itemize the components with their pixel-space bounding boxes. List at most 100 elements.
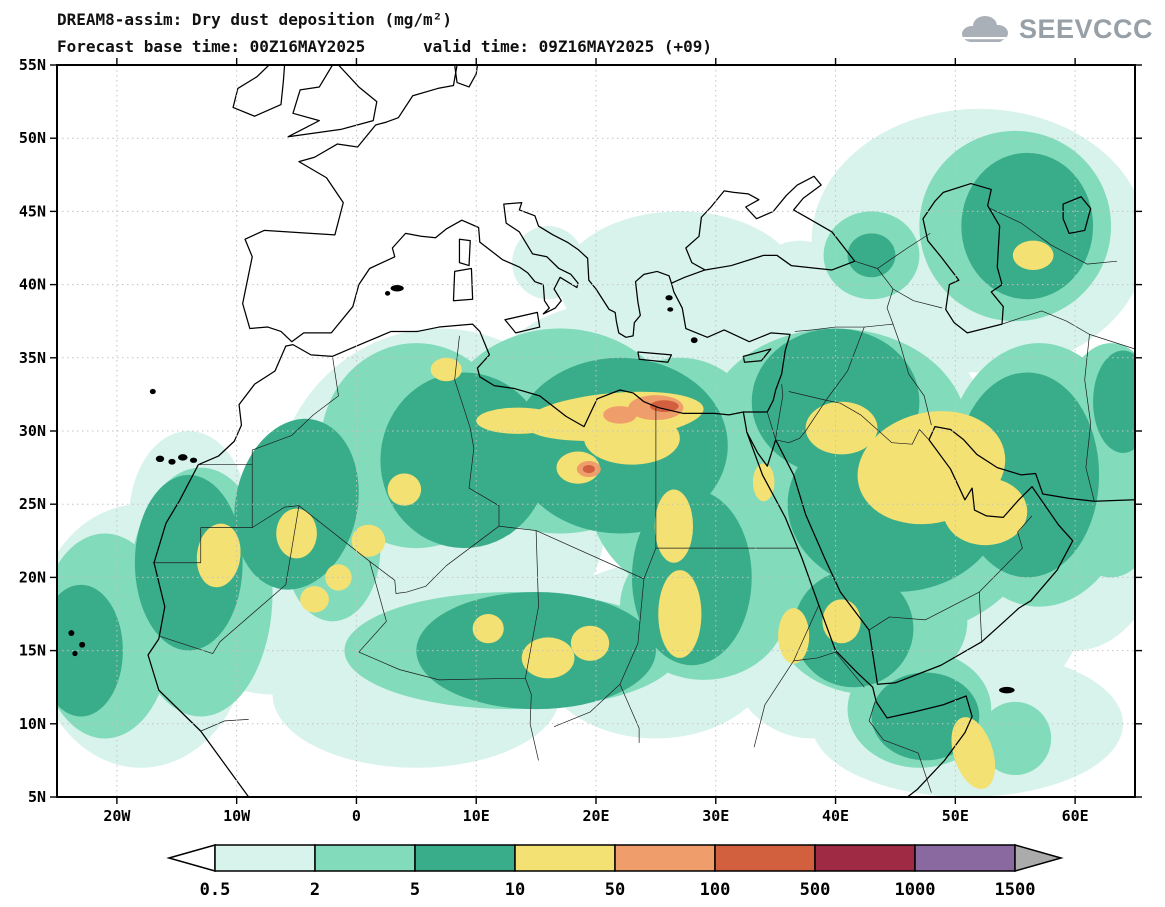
island-chios	[667, 307, 674, 312]
colorbar-bin	[214, 844, 316, 872]
lat-axis-label: 5N	[28, 788, 46, 806]
title-block: DREAM8-assim: Dry dust deposition (mg/m²…	[57, 6, 712, 60]
lon-axis-label: 40E	[822, 807, 849, 825]
grid-layer	[50, 58, 1142, 804]
coastline-sinai	[747, 432, 776, 466]
coastline-denmark	[455, 65, 478, 87]
map-frame	[56, 64, 1136, 798]
lat-axis-label: 20N	[19, 568, 46, 586]
colorbar-label: 1500	[995, 880, 1036, 900]
colorbar-below-arrow	[166, 844, 216, 872]
lat-axis-label: 50N	[19, 129, 46, 147]
lat-axis-label: 55N	[19, 56, 46, 74]
island-majorca	[390, 285, 404, 292]
colorbar-label: 0.5	[200, 880, 231, 900]
colorbar-label: 2	[310, 880, 320, 900]
axis-labels: 20W 10W 0 10E 20E 30E 40E 50E 60E 55N 50N 45N 40N 35N…	[19, 56, 1089, 825]
lon-axis-label: 50E	[942, 807, 969, 825]
island-ibiza	[384, 291, 391, 296]
border-ethiopia-somalia	[869, 702, 931, 793]
border-iran-iraq	[893, 324, 931, 425]
coastline-africa-west	[148, 346, 286, 797]
dust-deposition-field	[57, 108, 1135, 797]
coastline-crete	[638, 352, 672, 362]
lat-axis-label: 35N	[19, 349, 46, 367]
island-capeverde-3	[72, 650, 78, 657]
cloud-icon	[961, 16, 1008, 42]
border-caucasus-north	[855, 233, 930, 268]
border-central-asia	[990, 208, 1117, 264]
border-iran-turkmenistan	[1002, 311, 1135, 349]
coastline-europe-mediterranean-north	[243, 65, 672, 342]
colorbar-label: 5	[410, 880, 420, 900]
island-lesbos	[665, 295, 673, 301]
lat-axis-label: 15N	[19, 642, 46, 660]
coastline-great-britain	[288, 65, 377, 137]
lat-axis-label: 10N	[19, 715, 46, 733]
lon-axis-label: 20E	[582, 807, 609, 825]
border-armenia-azerbaijan-iran	[893, 289, 942, 308]
border-egypt-israel	[767, 412, 775, 440]
border-niger-chad	[525, 531, 538, 679]
colorbar-above-arrow	[1014, 844, 1064, 872]
lon-axis-label: 60E	[1062, 807, 1089, 825]
island-socotra	[999, 686, 1015, 694]
border-western-sahara	[153, 465, 252, 563]
border-mali-niger	[359, 561, 387, 652]
island-madeira	[149, 388, 156, 395]
island-canary-2	[168, 458, 176, 465]
coastline-aral-sea	[1063, 197, 1091, 234]
colorbar-bin	[714, 844, 816, 872]
colorbar-bin	[514, 844, 616, 872]
country-borders	[153, 208, 1135, 792]
border-nigeria-cameroon	[525, 678, 538, 760]
lat-axis-label: 45N	[19, 202, 46, 220]
coastline-levant-turkey-south	[671, 283, 790, 412]
border-syria-iraq	[826, 327, 864, 400]
border-mauritania-mali	[159, 506, 299, 654]
island-capeverde-2	[79, 641, 86, 648]
colorbar-label: 50	[605, 880, 625, 900]
border-eritrea-ethiopia	[794, 652, 865, 687]
lon-axis-label: 0	[352, 807, 361, 825]
coastline-sardinia	[453, 268, 472, 300]
lat-axis-label: 25N	[19, 495, 46, 513]
chart-subtitle: Forecast base time: 00Z16MAY2025 valid t…	[57, 37, 713, 56]
coastline-redsea-west-horn	[743, 412, 972, 797]
colorbar-label: 10	[505, 880, 525, 900]
colorbar-bin	[314, 844, 416, 872]
lon-axis-label: 20W	[103, 807, 131, 825]
colorbar-label: 500	[800, 880, 831, 900]
coastline-cyprus	[743, 349, 771, 362]
colorbar-bin	[414, 844, 516, 872]
island-canary-4	[189, 457, 198, 463]
coastline-iran-gulf	[935, 427, 1135, 502]
coastline-caspian-sea	[923, 184, 1003, 333]
border-saudi-north	[776, 400, 929, 444]
coastlines	[68, 65, 1135, 797]
lon-axis-label: 30E	[702, 807, 729, 825]
colorbar-label: 100	[700, 880, 731, 900]
border-jordan-syria	[789, 391, 826, 400]
colorbar-bin	[614, 844, 716, 872]
colorbar-label: 1000	[895, 880, 936, 900]
border-west-africa	[201, 719, 249, 731]
island-canary-3	[177, 454, 188, 461]
lon-axis-label: 10W	[223, 807, 251, 825]
coastline-arabia	[776, 427, 1073, 685]
colorbar-bin	[914, 844, 1016, 872]
border-yemen-oman	[979, 592, 981, 642]
border-turkey-caucasus	[877, 268, 893, 324]
coastline-ireland	[233, 65, 285, 116]
coastline-blacksea	[671, 176, 854, 283]
border-chad-car	[554, 684, 620, 726]
border-algeria-south-east	[252, 336, 499, 594]
contour-level-100-500	[582, 400, 679, 474]
lon-axis-label: 10E	[463, 807, 490, 825]
border-iran-afghanistan	[1085, 334, 1095, 501]
island-canary-1	[155, 455, 165, 463]
coastline-corsica	[459, 239, 470, 265]
border-sudan-ethiopia	[754, 605, 819, 747]
coastline-africa-mediterranean	[286, 324, 744, 426]
